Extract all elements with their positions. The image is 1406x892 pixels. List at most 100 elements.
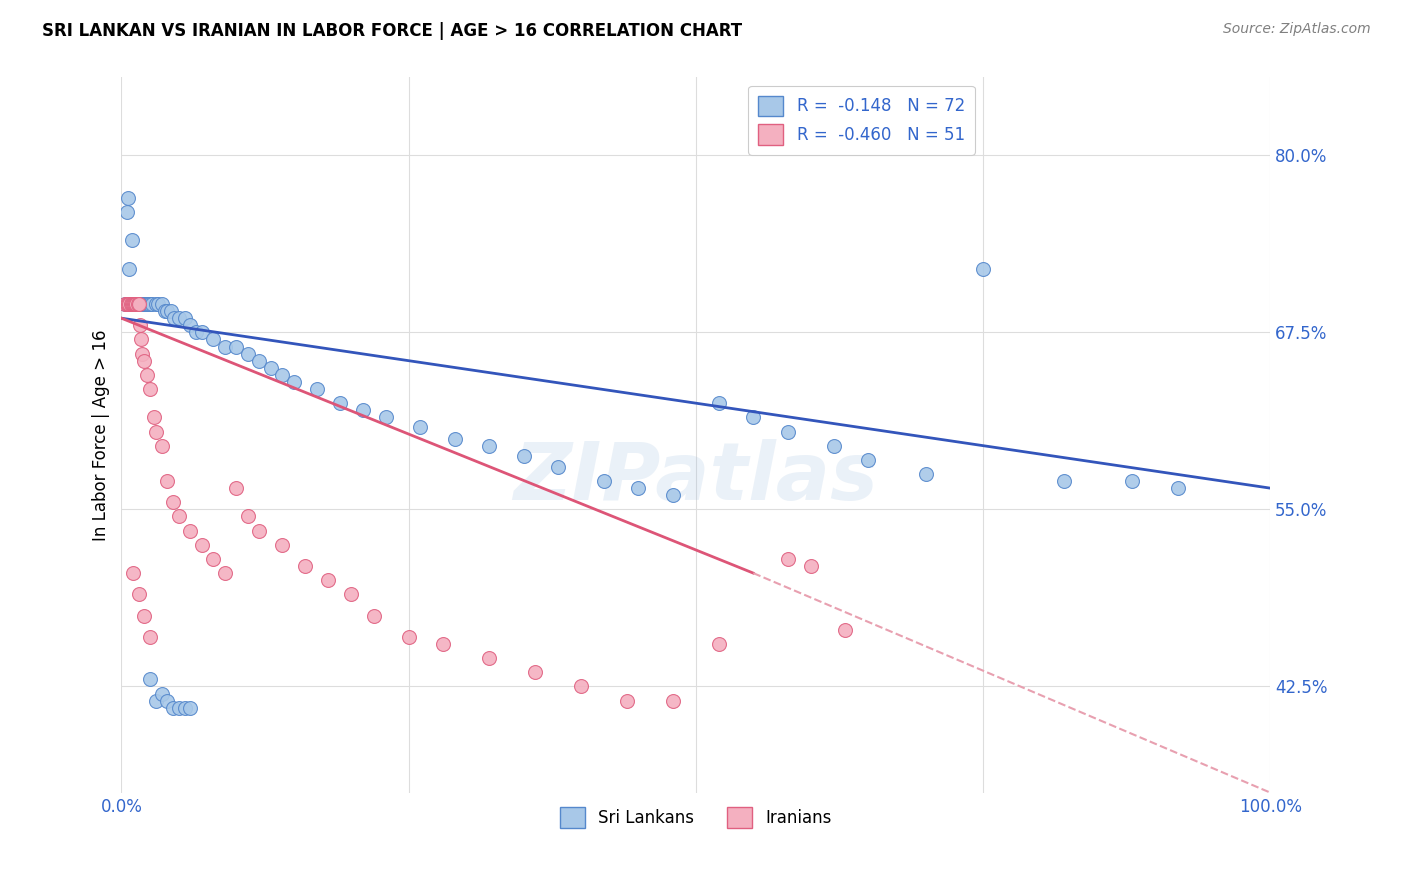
Point bbox=[118, 297, 141, 311]
Point bbox=[662, 693, 685, 707]
Point bbox=[117, 297, 139, 311]
Point bbox=[118, 261, 141, 276]
Point bbox=[122, 297, 145, 311]
Point bbox=[858, 453, 880, 467]
Point bbox=[160, 304, 183, 318]
Point bbox=[134, 297, 156, 311]
Point bbox=[707, 637, 730, 651]
Legend: Sri Lankans, Iranians: Sri Lankans, Iranians bbox=[553, 801, 839, 834]
Point bbox=[128, 297, 150, 311]
Point bbox=[316, 573, 339, 587]
Point bbox=[120, 297, 142, 311]
Point bbox=[225, 481, 247, 495]
Point bbox=[139, 297, 162, 311]
Point bbox=[121, 297, 143, 311]
Point bbox=[800, 559, 823, 574]
Point bbox=[125, 297, 148, 311]
Point bbox=[547, 459, 569, 474]
Point bbox=[124, 297, 146, 311]
Point bbox=[202, 333, 225, 347]
Point bbox=[142, 410, 165, 425]
Point bbox=[127, 297, 149, 311]
Point bbox=[184, 326, 207, 340]
Point bbox=[156, 304, 179, 318]
Point bbox=[120, 297, 142, 311]
Point bbox=[524, 665, 547, 680]
Point bbox=[776, 552, 799, 566]
Point bbox=[202, 552, 225, 566]
Point bbox=[139, 382, 162, 396]
Point bbox=[115, 297, 138, 311]
Point bbox=[127, 297, 149, 311]
Point bbox=[122, 297, 145, 311]
Point bbox=[972, 261, 994, 276]
Point bbox=[294, 559, 316, 574]
Point bbox=[156, 693, 179, 707]
Point bbox=[153, 304, 176, 318]
Point bbox=[247, 524, 270, 538]
Point bbox=[167, 509, 190, 524]
Point bbox=[236, 509, 259, 524]
Point bbox=[271, 368, 294, 382]
Point bbox=[776, 425, 799, 439]
Point bbox=[627, 481, 650, 495]
Point bbox=[128, 318, 150, 333]
Point bbox=[167, 700, 190, 714]
Point bbox=[398, 630, 420, 644]
Point bbox=[121, 233, 143, 247]
Point bbox=[305, 382, 328, 396]
Point bbox=[191, 326, 214, 340]
Point bbox=[115, 205, 138, 219]
Point bbox=[135, 368, 157, 382]
Point bbox=[173, 311, 195, 326]
Point bbox=[179, 524, 201, 538]
Point bbox=[134, 353, 156, 368]
Point bbox=[409, 420, 432, 434]
Y-axis label: In Labor Force | Age > 16: In Labor Force | Age > 16 bbox=[93, 329, 110, 541]
Point bbox=[141, 297, 163, 311]
Point bbox=[156, 474, 179, 488]
Point bbox=[236, 346, 259, 360]
Point bbox=[150, 439, 173, 453]
Point bbox=[114, 297, 136, 311]
Point bbox=[122, 566, 145, 581]
Point bbox=[247, 353, 270, 368]
Point bbox=[150, 297, 173, 311]
Point bbox=[135, 297, 157, 311]
Point bbox=[1121, 474, 1143, 488]
Point bbox=[742, 410, 765, 425]
Point bbox=[145, 693, 167, 707]
Point bbox=[128, 297, 150, 311]
Point bbox=[512, 449, 534, 463]
Point bbox=[1167, 481, 1189, 495]
Point bbox=[125, 297, 148, 311]
Point bbox=[129, 333, 152, 347]
Point bbox=[117, 191, 139, 205]
Point bbox=[162, 495, 184, 509]
Point bbox=[478, 439, 501, 453]
Point bbox=[131, 297, 153, 311]
Point bbox=[443, 432, 465, 446]
Point bbox=[139, 630, 162, 644]
Point bbox=[134, 608, 156, 623]
Point bbox=[163, 311, 186, 326]
Point bbox=[1052, 474, 1074, 488]
Point bbox=[139, 673, 162, 687]
Point bbox=[340, 587, 363, 601]
Point bbox=[150, 686, 173, 700]
Point bbox=[662, 488, 685, 502]
Point bbox=[593, 474, 616, 488]
Point bbox=[191, 538, 214, 552]
Text: ZIPatlas: ZIPatlas bbox=[513, 439, 879, 517]
Point bbox=[122, 297, 145, 311]
Point bbox=[135, 297, 157, 311]
Point bbox=[167, 311, 190, 326]
Point bbox=[271, 538, 294, 552]
Point bbox=[148, 297, 170, 311]
Point bbox=[129, 297, 152, 311]
Point bbox=[128, 297, 150, 311]
Point bbox=[823, 439, 845, 453]
Point bbox=[132, 297, 155, 311]
Point bbox=[114, 297, 136, 311]
Point bbox=[432, 637, 454, 651]
